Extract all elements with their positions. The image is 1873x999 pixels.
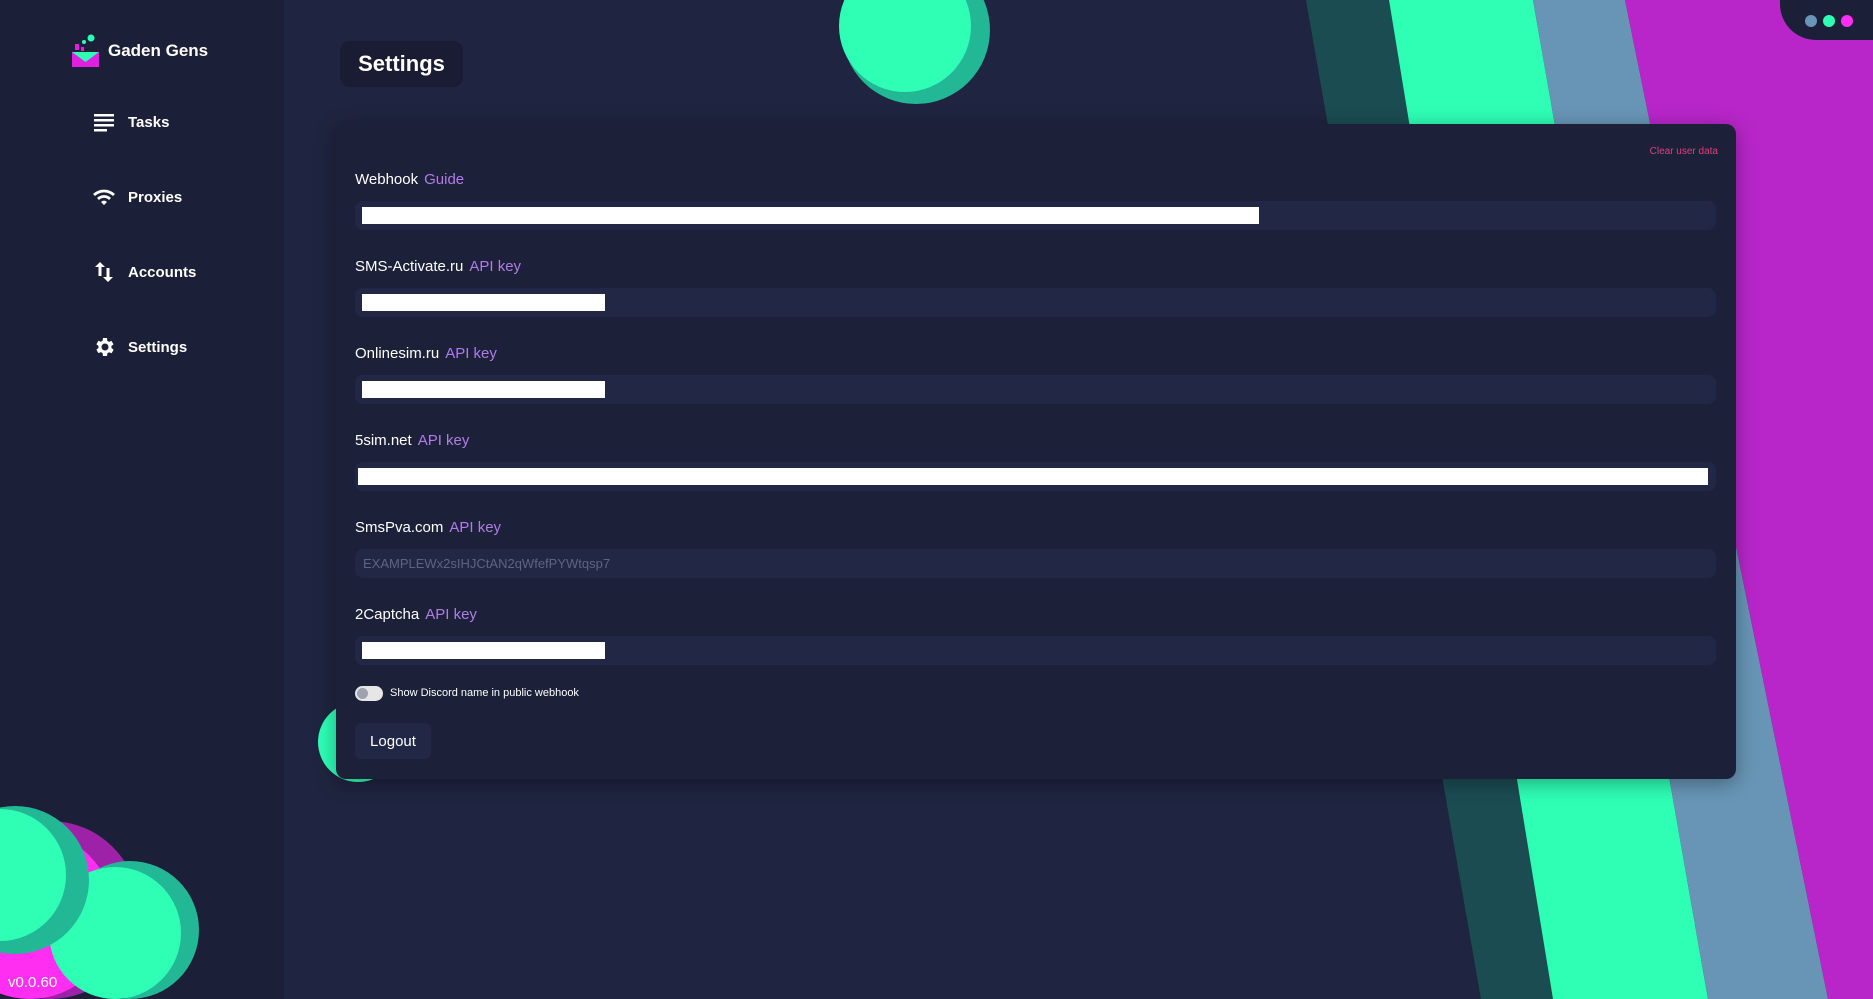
smspva-input[interactable]: EXAMPLEWx2sIHJCtAN2qWfefPYWtqsp7 (355, 549, 1716, 578)
minimize-button[interactable] (1805, 15, 1817, 27)
logout-button[interactable]: Logout (355, 723, 431, 759)
sms-activate-label: SMS-Activate.ru API key (355, 258, 521, 275)
smspva-label: SmsPva.com API key (355, 519, 501, 536)
sidebar-item-tasks[interactable]: Tasks (92, 110, 169, 134)
settings-panel: Clear user data Webhook Guide SMS-Activat… (336, 124, 1736, 779)
logo-envelope-icon (72, 34, 99, 67)
discord-name-toggle[interactable] (355, 686, 383, 701)
discord-name-toggle-label: Show Discord name in public webhook (390, 687, 579, 699)
smspva-api-key-link[interactable]: API key (449, 519, 502, 536)
redacted-value (362, 294, 605, 311)
5sim-input[interactable] (355, 462, 1716, 491)
5sim-api-key-link[interactable]: API key (417, 432, 470, 449)
gear-icon (96, 338, 114, 356)
2captcha-api-key-link[interactable]: API key (425, 606, 477, 623)
sidebar: Gaden Gens Tasks Proxies Accounts Settin… (0, 0, 284, 999)
2captcha-label: 2Captcha API key (355, 606, 477, 623)
field-name: SMS-Activate.ru (355, 258, 464, 275)
sidebar-item-label: Proxies (128, 188, 183, 206)
onlinesim-input[interactable] (355, 375, 1716, 404)
redacted-value (362, 207, 1259, 224)
field-name: SmsPva.com (355, 519, 444, 536)
redacted-value (362, 642, 605, 659)
sidebar-item-label: Accounts (128, 263, 197, 281)
sms-activate-input[interactable] (355, 288, 1716, 317)
field-name: Webhook (355, 171, 419, 188)
app-logo: Gaden Gens (72, 34, 208, 68)
app-version: v0.0.60 (8, 974, 58, 991)
sidebar-decoration (0, 806, 199, 999)
webhook-input[interactable] (355, 201, 1716, 230)
sms-activate-api-key-link[interactable]: API key (469, 258, 522, 275)
page-title: Settings (340, 41, 463, 87)
app-name: Gaden Gens (108, 41, 209, 60)
sidebar-item-settings[interactable]: Settings (92, 335, 187, 359)
list-icon (94, 114, 114, 132)
sidebar-item-accounts[interactable]: Accounts (92, 260, 196, 284)
sidebar-item-proxies[interactable]: Proxies (92, 185, 182, 209)
close-button[interactable] (1841, 15, 1853, 27)
field-name: 5sim.net (355, 432, 412, 449)
webhook-guide-link[interactable]: Guide (424, 171, 465, 188)
redacted-value (358, 468, 1708, 485)
sidebar-item-label: Settings (128, 338, 188, 356)
arrows-up-down-icon (95, 262, 113, 282)
smspva-placeholder: EXAMPLEWx2sIHJCtAN2qWfefPYWtqsp7 (363, 556, 611, 571)
onlinesim-label: Onlinesim.ru API key (355, 345, 497, 362)
clear-user-data-link[interactable]: Clear user data (1649, 146, 1718, 157)
field-name: Onlinesim.ru (355, 345, 440, 362)
window-controls (1780, 0, 1873, 40)
webhook-label: Webhook Guide (355, 171, 464, 188)
2captcha-input[interactable] (355, 636, 1716, 665)
maximize-button[interactable] (1823, 15, 1835, 27)
field-name: 2Captcha (355, 606, 420, 623)
wifi-icon (93, 189, 115, 205)
sidebar-item-label: Tasks (128, 113, 170, 131)
redacted-value (362, 381, 605, 398)
5sim-label: 5sim.net API key (355, 432, 469, 449)
onlinesim-api-key-link[interactable]: API key (445, 345, 497, 362)
